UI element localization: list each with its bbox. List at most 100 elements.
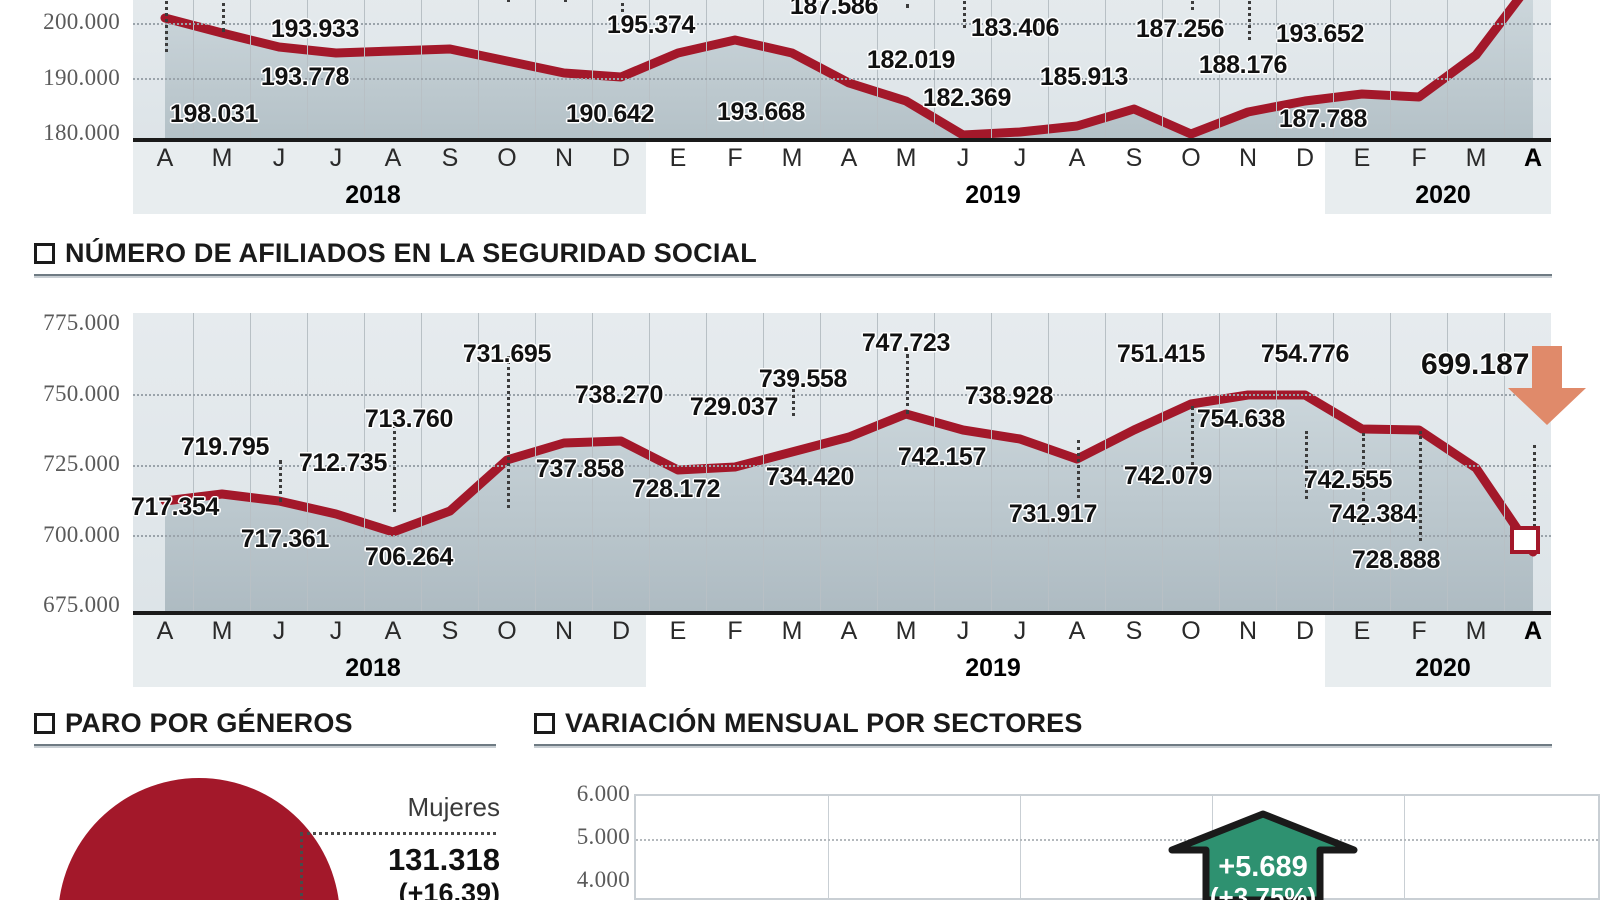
chart2-ytick-700000: 700.000 [43,522,120,547]
chart1-month-axis: A M J J A S O N D E F M A M J J A S O N … [133,142,1551,209]
chart2-value-label: 737.858 [535,455,625,483]
chart4-ytick-6000: 6.000 [576,781,630,806]
gridline-v [934,313,935,611]
section-title-generos: PARO POR GÉNEROS [65,708,353,738]
chart1-value-label: 193.668 [716,98,806,126]
chart2-month-A4: A [1068,617,1086,645]
gridline-v [763,0,764,140]
chart2-value-label: 742.079 [1123,462,1213,490]
chart1-month-N2: N [1238,144,1258,172]
chart2-month-J4: J [1013,617,1027,645]
chart1-month-D: D [611,144,631,172]
chart2-ytick-675000: 675.000 [43,592,120,617]
gridline-v [820,313,821,611]
gridline-v [478,313,479,611]
gridline-v [1390,0,1391,140]
leader-line [1305,431,1308,499]
chart1-month-M: M [211,144,233,172]
callout-leader-vertical [300,832,303,900]
chart2-highlight-value: 699.187 [1421,348,1530,381]
chart2-baseline [133,611,1551,615]
chart2-month-S2: S [1125,617,1143,645]
chart1-month-S2: S [1125,144,1143,172]
chart2-y-axis: 775.000 750.000 725.000 700.000 675.000 [0,300,120,620]
chart2-month-E2: E [1353,617,1371,645]
gridline-v [307,0,308,140]
gridline-v [1048,0,1049,140]
chart2-value-label: 731.917 [1008,500,1098,528]
chart1-value-label: 193.652 [1275,20,1365,48]
leader-line [1248,0,1251,40]
chart1-month-E: E [669,144,687,172]
section-heading-afiliados: NÚMERO DE AFILIADOS EN LA SEGURIDAD SOCI… [34,238,1552,278]
gridline-v [307,313,308,611]
gridline-h-725000 [133,465,1551,467]
chart2-year-band-2018 [133,615,646,687]
chart1-value-label: 187.256 [1135,15,1225,43]
gridline-h-700000 [133,535,1551,537]
gridline-v [649,0,650,140]
chart1-value-label: 198.031 [169,100,259,128]
chart1-value-label: 193.778 [260,63,350,91]
chart2-month-N2: N [1238,617,1258,645]
chart1-month-D2: D [1295,144,1315,172]
gridline-v [820,0,821,140]
gridline-v [706,313,707,611]
gridline-v [1162,0,1163,140]
leader-line [1191,406,1194,466]
chart1-value-label: 188.176 [1198,51,1288,79]
up-arrow-value: +5.689 [1218,851,1308,883]
chart1-value-label: 187.788 [1278,105,1368,133]
section-title-sectores: VARIACIÓN MENSUAL POR SECTORES [565,708,1083,738]
chart-paro-por-generos: Mujeres 131.318 (+16,39) [0,770,520,900]
callout-mujeres: Mujeres [330,792,500,823]
chart2-value-label: 734.420 [765,463,855,491]
chart2-endpoint-marker [1510,526,1540,554]
section-rule [534,744,1552,748]
chart4-ytick-4000: 4.000 [576,867,630,892]
leader-line [1419,431,1422,541]
chart2-value-label: 738.270 [574,381,664,409]
chart1-plot-area [133,0,1551,140]
chart1-year-band-2020 [1325,142,1551,214]
chart1-month-J3: J [956,144,970,172]
leader-line [1077,440,1080,498]
chart2-month-M4: M [1465,617,1487,645]
bullet-square-icon [534,713,555,734]
chart-variacion-sectores: 6.000 5.000 4.000 +5.689 (+3,75%) [520,770,1600,900]
chart2-value-label: 742.384 [1328,500,1418,528]
gridline-v [364,0,365,140]
chart2-month-O: O [497,617,517,645]
chart1-month-A3: A [840,144,858,172]
callout-mujeres-values: 131.318 (+16,39) [330,842,500,900]
chart2-value-label: 731.695 [462,340,552,368]
chart2-month-D2: D [1295,617,1315,645]
chart2-month-D: D [611,617,631,645]
chart2-value-label: 742.157 [897,443,987,471]
chart1-year-2018: 2018 [345,181,401,209]
leader-line [792,372,795,416]
leader-line [222,0,225,32]
gridline-v [1276,0,1277,140]
chart2-month-J: J [272,617,286,645]
chart1-month-A4: A [1068,144,1086,172]
chart2-value-label: 719.795 [180,433,270,461]
chart-paro-registrado: 200.000 190.000 180.000 [0,0,1600,218]
chart2-month-O2: O [1181,617,1201,645]
gridline-v [535,0,536,140]
chart2-month-S: S [441,617,459,645]
gridline-v [934,0,935,140]
gridline-v [1048,313,1049,611]
leader-line [906,0,909,8]
chart2-month-J2: J [329,617,343,645]
callout-value-mujeres: 131.318 [387,842,500,877]
leader-line [1362,433,1365,525]
chart2-value-label: 728.888 [1351,546,1441,574]
chart2-month-M: M [211,617,233,645]
gridline-v [250,0,251,140]
chart2-value-label: 729.037 [689,393,779,421]
gridline-v [1504,313,1505,611]
gridline-v [592,0,593,140]
chart1-month-F: F [727,144,743,172]
chart1-ytick-180000: 180.000 [43,120,120,145]
